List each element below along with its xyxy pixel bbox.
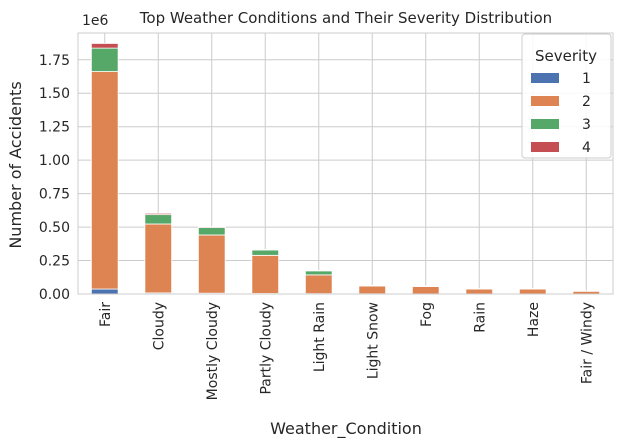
x-tick-label: Partly Cloudy: [258, 302, 274, 395]
x-tick-label: Rain: [472, 302, 488, 333]
bar-segment: [197, 227, 226, 236]
y-offset-label: 1e6: [82, 13, 109, 29]
y-tick-label: 1.00: [39, 153, 70, 169]
x-tick-label: Light Rain: [312, 302, 328, 372]
x-tick-labels: Fair Cloudy Mostly Cloudy Partly Cloudy Ligh…: [98, 302, 596, 401]
bar-segment: [197, 234, 226, 294]
bar-segment: [197, 226, 226, 229]
x-tick-label: Fog: [419, 302, 435, 327]
bar-segment: [358, 285, 387, 295]
legend-swatch: [531, 119, 559, 129]
x-tick-label: Light Snow: [365, 302, 381, 379]
y-tick-label: 1.25: [39, 120, 70, 136]
bar-segment: [304, 274, 333, 294]
bar-segment: [411, 286, 440, 295]
gridlines: [78, 33, 613, 295]
legend-items: 1 2 3 4: [531, 71, 591, 156]
bar-segment: [90, 47, 119, 72]
bar-segment: [144, 223, 173, 294]
x-tick-label: Haze: [526, 302, 542, 337]
bar-segment: [90, 43, 119, 49]
x-axis-label: Weather_Condition: [270, 419, 422, 439]
legend-swatch: [531, 73, 559, 83]
y-tick-label: 0.75: [39, 187, 70, 203]
bar-segment: [144, 212, 173, 216]
legend-label: 2: [582, 94, 591, 110]
x-tick-label: Fair / Windy: [579, 302, 595, 384]
x-tick-label: Fair: [98, 302, 114, 327]
y-tick-label: 0.50: [39, 220, 70, 236]
legend-label: 3: [582, 117, 591, 133]
y-tick-label: 1.50: [39, 86, 70, 102]
bar-segment: [518, 288, 547, 295]
x-tick-label: Cloudy: [151, 302, 167, 350]
bar-segment: [90, 288, 119, 295]
legend-swatch: [531, 142, 559, 152]
legend-label: 1: [582, 71, 591, 87]
bar-segment: [251, 249, 280, 256]
legend: Severity 1 2 3 4: [521, 33, 612, 159]
legend-swatch: [531, 96, 559, 106]
y-tick-label: 0.25: [39, 254, 70, 270]
y-tick-label: 0.00: [39, 287, 70, 303]
bar-segment: [465, 288, 494, 295]
y-tick-labels: 0.00 0.25 0.50 0.75 1.00 1.25 1.50 1.75: [39, 53, 70, 303]
bar-segment: [144, 214, 173, 225]
bar-segment: [251, 249, 280, 251]
plot-frame: [77, 32, 614, 295]
y-axis-label: Number of Accidents: [6, 81, 25, 248]
bars: [90, 43, 601, 295]
bar-segment: [90, 71, 119, 290]
legend-label: 4: [582, 140, 591, 156]
legend-title: Severity: [535, 47, 597, 65]
bar-segment: [251, 254, 280, 294]
chart-title: Top Weather Conditions and Their Severit…: [139, 9, 552, 27]
x-tick-label: Mostly Cloudy: [205, 302, 221, 400]
y-tick-label: 1.75: [39, 53, 70, 69]
bar-segment: [304, 270, 333, 276]
